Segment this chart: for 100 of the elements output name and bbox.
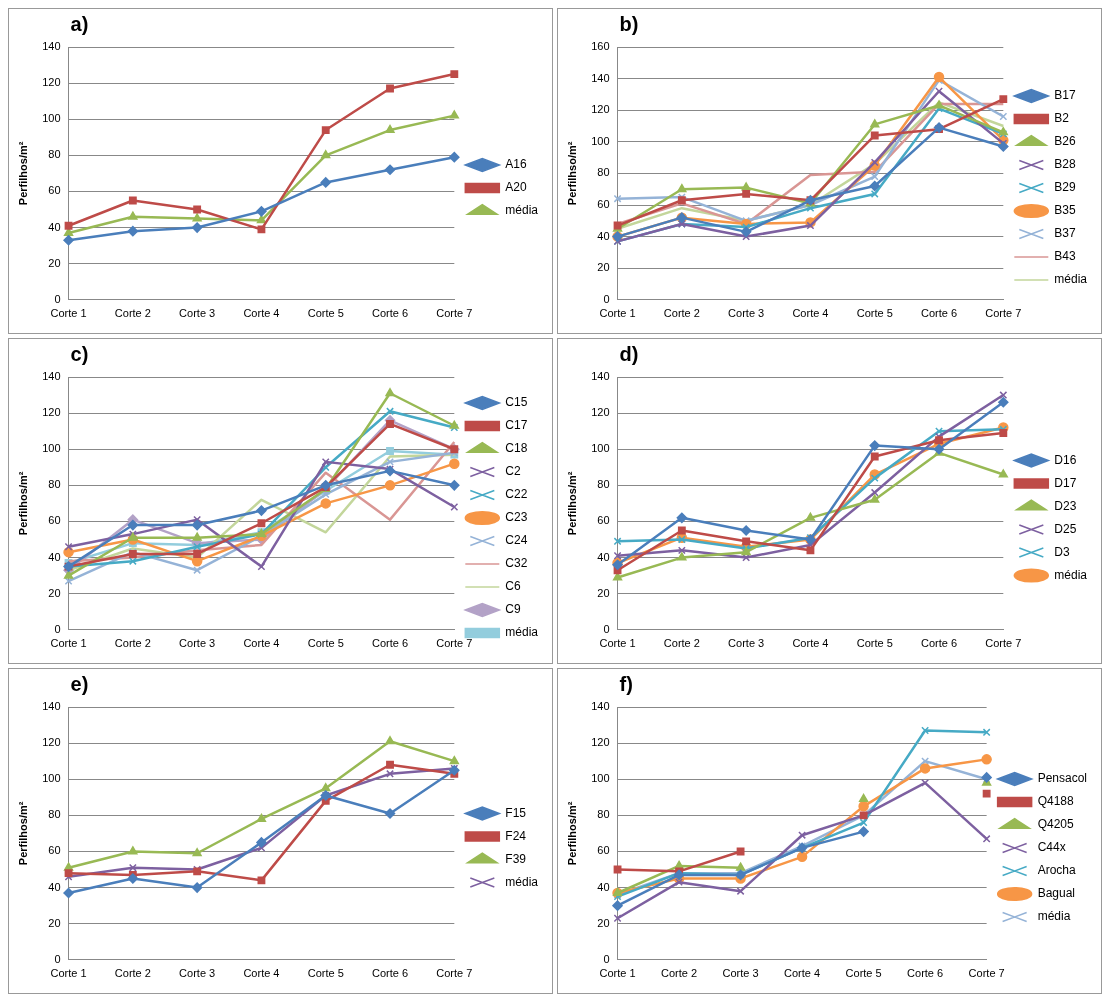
y-tick-label: 0 [603,622,610,635]
x-tick-label: Corte 5 [307,967,344,980]
legend-label: Q4205 [1037,817,1074,832]
y-tick-label: 140 [42,700,61,713]
x-tick-label: Corte 1 [599,307,636,320]
legend-label: D25 [1054,521,1077,536]
x-tick-label: Corte 2 [663,307,700,320]
y-tick-label: 0 [54,622,61,635]
x-tick-label: Corte 4 [243,307,280,320]
x-tick-label: Corte 6 [907,967,944,980]
y-axis-title: Perfilhos/m² [16,471,29,536]
y-tick-label: 100 [42,772,61,785]
x-tick-label: Corte 1 [50,637,87,650]
x-tick-label: Corte 7 [985,307,1022,320]
y-axis-title: Perfilhos/m² [565,801,578,866]
x-tick-label: Corte 2 [114,307,151,320]
y-tick-label: 100 [42,112,61,125]
y-tick-label: 40 [597,880,610,893]
x-tick-label: Corte 6 [371,307,409,320]
legend-label: C32 [505,556,528,571]
legend-label: D3 [1054,544,1070,559]
x-tick-label: Corte 4 [243,967,280,980]
x-tick-label: Corte 7 [436,967,473,980]
legend-label: média [1037,909,1071,924]
y-tick-label: 0 [54,292,61,305]
y-tick-label: 20 [48,916,61,929]
y-tick-label: 60 [48,844,61,857]
legend-label: F39 [505,851,527,866]
y-tick-label: 100 [591,134,610,147]
chart-title: d) [619,342,639,365]
legend-label: B37 [1054,226,1076,241]
y-tick-label: 20 [597,916,610,929]
y-tick-label: 80 [48,148,61,161]
y-tick-label: 60 [597,514,610,527]
x-tick-label: Corte 6 [371,637,409,650]
legend-label: F24 [505,828,527,843]
x-tick-label: Corte 6 [920,637,958,650]
x-tick-label: Corte 5 [845,967,882,980]
chart-title: c) [70,342,89,365]
y-tick-label: 140 [42,370,61,383]
y-tick-label: 20 [48,586,61,599]
legend-label: B35 [1054,203,1076,218]
x-tick-label: Corte 1 [50,967,87,980]
legend-label: C18 [505,441,528,456]
x-tick-label: Corte 5 [856,307,893,320]
legend-label: Pensacol [1037,771,1088,786]
y-axis-title: Perfilhos/m² [16,141,29,206]
chart-title: f) [619,672,633,695]
legend-label: Bagual [1037,886,1076,901]
x-tick-label: Corte 2 [114,637,151,650]
x-tick-label: Corte 3 [179,637,216,650]
y-tick-label: 40 [48,880,61,893]
y-tick-label: 80 [597,808,610,821]
x-tick-label: Corte 5 [307,307,344,320]
x-tick-label: Corte 4 [243,637,280,650]
y-tick-label: 80 [48,478,61,491]
legend-label: B43 [1054,249,1076,264]
legend-label: F15 [505,805,527,820]
legend-label: C6 [505,579,521,594]
x-tick-label: Corte 7 [968,967,1005,980]
legend-label: Q4188 [1037,794,1074,809]
chart-title: e) [70,672,89,695]
legend-label: média [505,874,539,889]
y-tick-label: 140 [591,71,610,84]
x-tick-label: Corte 3 [728,307,765,320]
y-tick-label: 80 [597,478,610,491]
y-tick-label: 140 [591,700,610,713]
y-tick-label: 120 [591,103,610,116]
x-tick-label: Corte 2 [663,637,700,650]
y-tick-label: 20 [597,586,610,599]
x-tick-label: Corte 7 [985,637,1022,650]
y-axis-title: Perfilhos/m² [16,801,29,866]
legend-label: C22 [505,487,528,502]
legend-label: B28 [1054,157,1076,172]
legend-label: média [1054,272,1088,287]
y-tick-label: 120 [42,406,61,419]
y-tick-label: 20 [597,261,610,274]
legend-label: C9 [505,602,521,617]
x-tick-label: Corte 3 [728,637,765,650]
x-tick-label: Corte 2 [661,967,698,980]
x-tick-label: Corte 3 [179,307,216,320]
y-tick-label: 120 [591,406,610,419]
legend-label: média [505,625,539,640]
x-tick-label: Corte 4 [784,967,821,980]
y-tick-label: 60 [597,198,610,211]
y-tick-label: 140 [42,40,61,53]
legend-label: B29 [1054,180,1076,195]
y-tick-label: 40 [597,550,610,563]
legend-label: B17 [1054,88,1076,103]
y-tick-label: 80 [48,808,61,821]
y-axis-title: Perfilhso/m² [565,141,578,206]
y-axis-title: Perfilhos/m² [565,471,578,536]
x-tick-label: Corte 5 [856,637,893,650]
legend-label: B2 [1054,111,1070,126]
x-tick-label: Corte 2 [114,967,151,980]
x-tick-label: Corte 4 [792,307,829,320]
x-tick-label: Corte 1 [599,637,636,650]
legend-label: C17 [505,418,528,433]
x-tick-label: Corte 1 [50,307,87,320]
y-tick-label: 40 [48,220,61,233]
